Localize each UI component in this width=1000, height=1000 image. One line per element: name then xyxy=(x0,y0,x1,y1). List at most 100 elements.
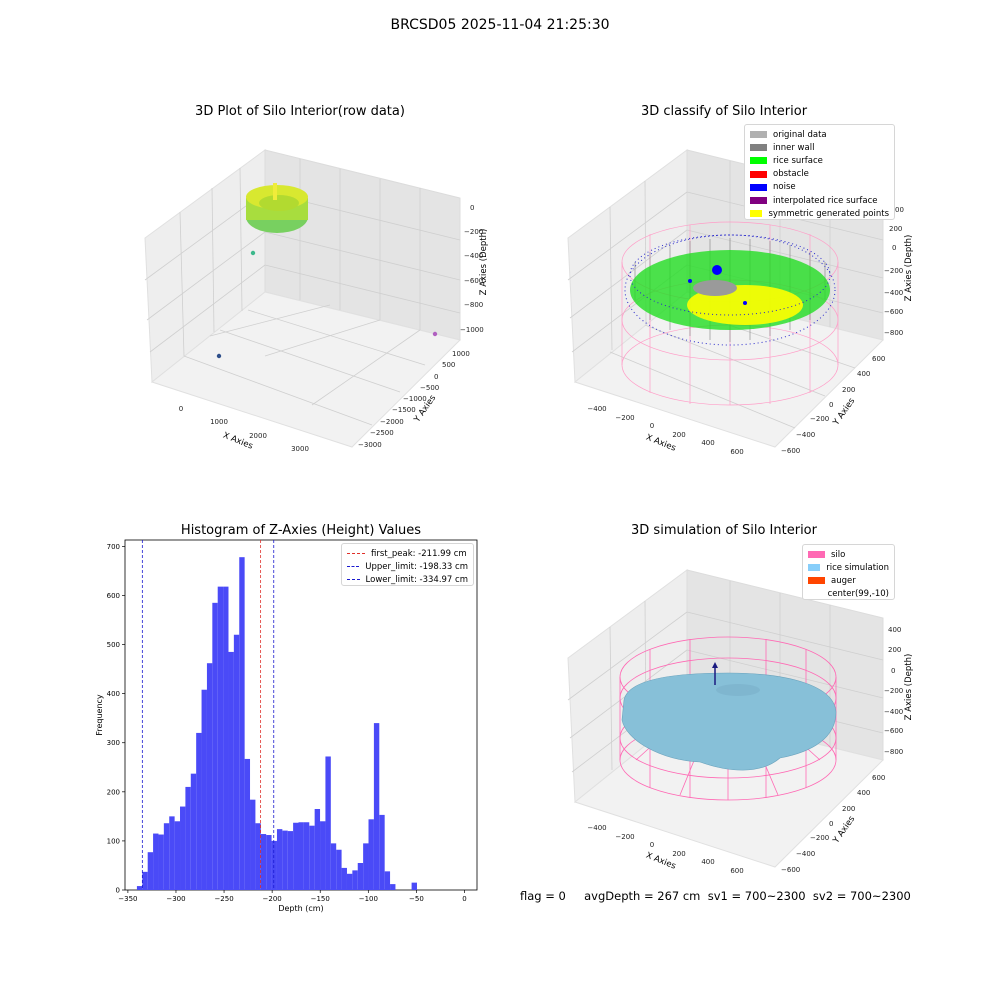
sim-z-label: Z Axies (Depth) xyxy=(904,654,914,721)
histogram-bar xyxy=(373,723,380,890)
y-tick-label: 400 xyxy=(107,690,120,698)
histogram-bar xyxy=(217,586,224,890)
classify-xtick: 400 xyxy=(701,439,714,447)
histogram-bar xyxy=(223,586,229,890)
sim-ytick: −400 xyxy=(796,850,815,858)
histogram-bar xyxy=(233,634,240,890)
classify-ztick: 0 xyxy=(892,244,896,252)
raw-3d-plot: 0 1000 2000 3000 1000 500 0 −500 −1000 −… xyxy=(144,149,489,453)
classify-ytick: −600 xyxy=(781,447,800,455)
histogram-bar xyxy=(255,823,261,890)
raw-ztick: −600 xyxy=(464,277,483,285)
classify-xtick: −200 xyxy=(615,414,634,422)
classify-ytick: −400 xyxy=(796,431,815,439)
raw-plot-title: 3D Plot of Silo Interior(row data) xyxy=(195,104,405,119)
histogram-bar xyxy=(174,821,181,890)
figure-title: BRCSD05 2025-11-04 21:25:30 xyxy=(390,17,610,33)
classify-legend: original data inner wall rice surface ob… xyxy=(744,124,895,220)
raw-grid xyxy=(144,159,461,426)
legend-item: rice surface xyxy=(750,154,889,167)
classify-ytick: 0 xyxy=(829,401,833,409)
raw-xtick: 3000 xyxy=(291,445,309,453)
sim-xtick: −200 xyxy=(615,833,634,841)
raw-outlier-point xyxy=(250,250,256,256)
raw-ytick: 500 xyxy=(442,361,455,369)
sim-xtick: 400 xyxy=(701,858,714,866)
legend-item: rice simulation xyxy=(808,561,889,574)
legend-swatch xyxy=(750,131,767,139)
histogram-bar xyxy=(341,867,347,890)
raw-z-label: Z Axies (Depth) xyxy=(479,229,489,296)
histogram-bar xyxy=(293,822,299,890)
y-tick-label: 500 xyxy=(107,641,120,649)
raw-outlier-point xyxy=(432,331,438,337)
histogram-bar xyxy=(136,886,143,890)
raw-ytick: −2500 xyxy=(370,429,394,437)
sim-ztick: 400 xyxy=(888,626,901,634)
sim-ytick: 600 xyxy=(872,774,885,782)
legend-item: noise xyxy=(750,181,889,194)
classify-xtick: 600 xyxy=(730,448,743,456)
histogram-bar xyxy=(169,816,175,890)
raw-ytick: 1000 xyxy=(452,350,470,358)
y-tick-label: 200 xyxy=(107,788,120,796)
histogram-bar xyxy=(330,843,337,890)
histogram-bar xyxy=(379,814,385,890)
legend-swatch xyxy=(808,591,822,598)
legend-swatch xyxy=(750,144,767,152)
classify-ztick: 200 xyxy=(889,225,902,233)
histogram-bar xyxy=(325,756,331,890)
first-peak-swatch xyxy=(347,553,365,555)
legend-item: Upper_limit: -198.33 cm xyxy=(347,560,468,573)
histogram-bar xyxy=(206,663,213,890)
x-tick-label: −150 xyxy=(311,895,330,903)
sim-xtick: 600 xyxy=(730,867,743,875)
histogram-bar xyxy=(158,834,164,890)
status-footer: flag = 0 avgDepth = 267 cm sv1 = 700~230… xyxy=(520,889,911,903)
lower-limit-swatch xyxy=(347,579,360,581)
raw-ytick: −2000 xyxy=(380,418,404,426)
x-tick-label: −200 xyxy=(263,895,282,903)
histogram-bar xyxy=(142,871,148,890)
raw-ytick: −500 xyxy=(420,384,439,392)
histogram-legend: first_peak: -211.99 cm Upper_limit: -198… xyxy=(341,543,474,586)
histogram-bar xyxy=(320,821,326,890)
histogram-bar xyxy=(196,732,202,890)
histogram-bar xyxy=(244,758,251,890)
histogram-bar xyxy=(239,557,245,890)
sim-ytick: 0 xyxy=(829,820,833,828)
x-tick-label: −300 xyxy=(166,895,185,903)
histogram-bar xyxy=(303,822,310,890)
sim-ytick: −200 xyxy=(810,834,829,842)
depth-histogram: −350 −300 −250 −200 −150 −100 −50 0 0 100 200 300 4… xyxy=(95,539,478,913)
histogram-bar xyxy=(266,835,272,890)
legend-swatch xyxy=(808,564,821,572)
legend-swatch xyxy=(808,551,825,559)
classify-xtick: 0 xyxy=(650,422,654,430)
simulation-legend: silo rice simulation auger center(99,-10… xyxy=(802,544,895,600)
classify-ztick: −400 xyxy=(884,289,903,297)
sim-ztick: −400 xyxy=(884,708,903,716)
raw-ztick: −1000 xyxy=(460,326,484,334)
histogram-bar xyxy=(212,602,218,890)
histogram-bar xyxy=(363,843,369,890)
histogram-y-label: Frequency xyxy=(95,694,104,736)
histogram-bar xyxy=(163,823,170,890)
histogram-bar xyxy=(298,822,304,890)
y-tick-label: 100 xyxy=(107,837,120,845)
legend-item: auger xyxy=(808,574,889,587)
histogram-bar xyxy=(357,863,364,890)
legend-item: center(99,-10) xyxy=(808,588,889,601)
histogram-bar xyxy=(314,809,321,890)
sim-xtick: −400 xyxy=(587,824,606,832)
x-tick-label: −50 xyxy=(409,895,424,903)
classify-y-label: Y Axies xyxy=(831,396,858,428)
legend-item: original data xyxy=(750,128,889,141)
classify-z-label: Z Axies (Depth) xyxy=(904,235,914,302)
rice-simulation-surface xyxy=(621,672,837,771)
classify-ytick: 400 xyxy=(857,370,870,378)
legend-swatch xyxy=(750,183,767,191)
legend-item: symmetric generated points xyxy=(750,207,889,220)
histogram-x-label: Depth (cm) xyxy=(278,904,323,913)
histogram-bar xyxy=(250,799,256,890)
